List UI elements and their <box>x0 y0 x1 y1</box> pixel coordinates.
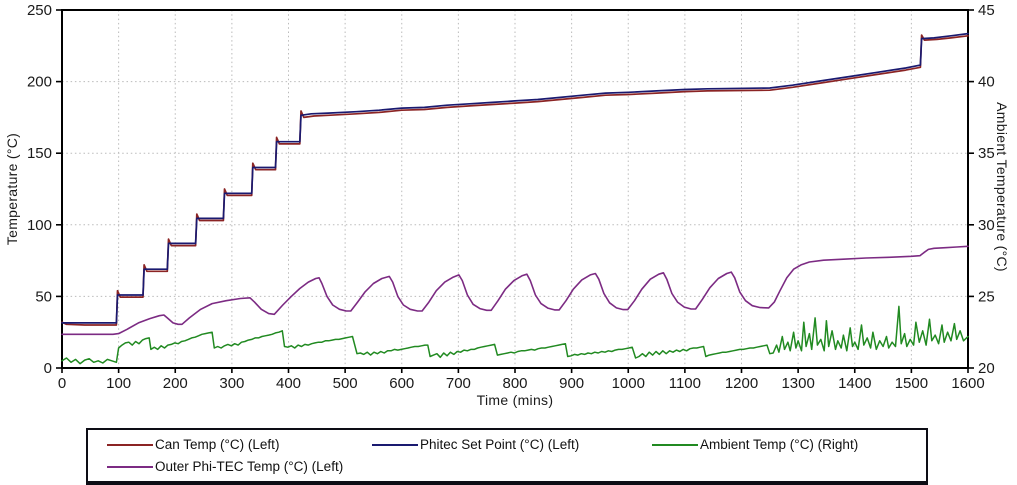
y-right-tick-label: 35 <box>978 145 995 162</box>
x-tick-label: 600 <box>389 375 414 392</box>
y-left-tick-label: 50 <box>35 288 52 305</box>
legend-label-can-temp: Can Temp (°C) (Left) <box>155 437 280 452</box>
y-right-tick-label: 25 <box>978 288 995 305</box>
legend-item-phitec-set-point: Phitec Set Point (°C) (Left) <box>372 434 652 455</box>
x-tick-label: 700 <box>446 375 471 392</box>
legend-label-phitec-set-point: Phitec Set Point (°C) (Left) <box>420 437 580 452</box>
plot-canvas: 0 100 200 300 400 500 600 700 800 900 1000 1100 1200… <box>27 2 995 392</box>
y-right-tick-label: 30 <box>978 217 995 234</box>
y-left-tick-label: 150 <box>27 145 52 162</box>
y-left-tick-label: 0 <box>44 360 52 377</box>
x-tick-label: 200 <box>163 375 188 392</box>
phitec-set-point-line-swatch <box>372 443 418 446</box>
x-tick-label: 300 <box>219 375 244 392</box>
x-tick-label: 1600 <box>951 375 984 392</box>
y-right-tick-label: 40 <box>978 74 995 91</box>
y-right-tick-label: 20 <box>978 360 995 377</box>
x-tick-label: 0 <box>58 375 66 392</box>
y-left-tick-label: 200 <box>27 74 52 91</box>
series-line-3 <box>61 245 969 336</box>
x-tick-label: 1000 <box>612 375 645 392</box>
legend-item-outer-phi-tec: Outer Phi-TEC Temp (°C) (Left) <box>107 456 372 477</box>
x-tick-label: 1500 <box>895 375 928 392</box>
y-left-tick-label: 100 <box>27 217 52 234</box>
x-tick-label: 1300 <box>781 375 814 392</box>
legend-item-can-temp: Can Temp (°C) (Left) <box>107 434 372 455</box>
x-tick-label: 100 <box>106 375 131 392</box>
y-right-tick-label: 45 <box>978 2 995 19</box>
y-left-tick-label: 250 <box>27 2 52 19</box>
legend-item-ambient-temp: Ambient Temp (°C) (Right) <box>652 434 916 455</box>
plot-frame <box>61 9 969 369</box>
x-axis-label: Time (mins) <box>476 392 554 408</box>
x-tick-label: 500 <box>333 375 358 392</box>
x-tick-label: 900 <box>559 375 584 392</box>
x-tick-label: 1200 <box>725 375 758 392</box>
x-tick-label: 1400 <box>838 375 871 392</box>
series-line-1 <box>61 32 969 324</box>
chart-legend: Can Temp (°C) (Left) Phitec Set Point (°… <box>86 428 928 485</box>
legend-label-outer-phi-tec: Outer Phi-TEC Temp (°C) (Left) <box>155 459 344 474</box>
legend-label-ambient-temp: Ambient Temp (°C) (Right) <box>700 437 859 452</box>
y-axis-label-right: Ambient Temperature (°C) <box>994 102 1010 272</box>
can-temp-line-swatch <box>107 443 153 446</box>
x-tick-label: 400 <box>276 375 301 392</box>
outer-phi-tec-line-swatch <box>107 465 153 468</box>
x-tick-label: 1100 <box>669 375 701 392</box>
series-line-2 <box>61 305 969 365</box>
x-tick-label: 800 <box>502 375 527 392</box>
y-axis-label-left: Temperature (°C) <box>4 132 20 246</box>
ambient-temp-line-swatch <box>652 443 698 446</box>
